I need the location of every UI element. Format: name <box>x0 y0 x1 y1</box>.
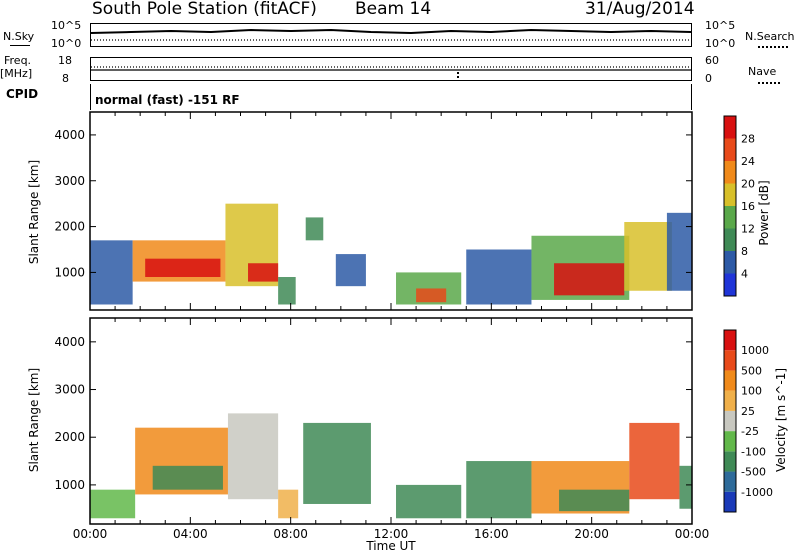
power-ytick-label: 4000 <box>54 128 85 142</box>
freq-trace <box>91 66 691 78</box>
power-colorbar-swatch <box>724 138 736 161</box>
power-echo-region <box>624 222 672 291</box>
power-colorbar-swatch <box>724 251 736 274</box>
power-colorbar-tick-label: 4 <box>741 268 748 281</box>
power-echo-region <box>416 288 447 303</box>
cpid-box <box>90 84 692 110</box>
noise-left-top-tick: 10^5 <box>51 19 82 32</box>
noise-right-bottom-tick: 10^0 <box>705 37 736 50</box>
noise-left-label: N.Sky <box>3 30 35 43</box>
power-colorbar-tick-label: 16 <box>741 200 755 213</box>
freq-right-top-tick: 60 <box>705 54 719 67</box>
power-colorbar-tick-label: 28 <box>741 133 755 146</box>
power-ylabel: Slant Range [km] <box>27 160 41 264</box>
power-colorbar-tick-label: 24 <box>741 155 755 168</box>
power-ytick-label: 3000 <box>54 174 85 188</box>
power-colorbar-tick-label: 20 <box>741 178 755 191</box>
nave-label: Nave <box>748 65 777 78</box>
power-echo-region <box>305 217 324 241</box>
power-colorbar-label: Power [dB] <box>757 180 771 245</box>
freq-label-line2: [MHz] <box>0 67 33 80</box>
power-ytick-label: 1000 <box>54 265 85 279</box>
noise-left-bottom-tick: 10^0 <box>51 37 82 50</box>
noise-panel <box>90 23 692 47</box>
noise-right-label: N.Search <box>745 30 795 43</box>
power-colorbar-frame <box>723 115 737 297</box>
cpid-mode: normal (fast) -151 RF <box>95 93 240 107</box>
power-ytick-label: 2000 <box>54 220 85 234</box>
power-echo-region <box>278 277 296 305</box>
noise-trace <box>91 28 691 41</box>
power-echo-region <box>335 254 366 287</box>
noise-right-legend-dots <box>758 46 788 48</box>
freq-panel <box>90 57 692 81</box>
power-echo-region <box>90 240 133 305</box>
power-colorbar-tick-label: 12 <box>741 223 755 236</box>
freq-left-bottom-tick: 8 <box>62 72 69 85</box>
nave-legend-dots <box>758 82 780 84</box>
freq-label-line1: Freq. <box>4 54 32 67</box>
power-colorbar-swatch <box>724 228 736 251</box>
power-colorbar-tick-label: 8 <box>741 245 748 258</box>
power-colorbar-swatch <box>724 206 736 229</box>
power-echo-region <box>145 258 221 277</box>
power-echo-region <box>466 249 532 305</box>
noise-right-top-tick: 10^5 <box>705 19 736 32</box>
freq-right-bottom-tick: 0 <box>705 72 712 85</box>
power-colorbar-swatch <box>724 273 736 296</box>
freq-left-top-tick: 18 <box>58 54 72 67</box>
noise-left-legend-line <box>10 45 30 46</box>
cpid-label: CPID <box>6 87 39 101</box>
beam-label: Beam 14 <box>355 0 432 19</box>
power-echo-region <box>248 263 279 282</box>
power-colorbar-swatch <box>724 183 736 206</box>
station-title: South Pole Station (fitACF) <box>92 0 317 19</box>
power-colorbar-swatch <box>724 161 736 184</box>
power-echo-region <box>666 212 692 291</box>
power-colorbar-swatch <box>724 116 736 139</box>
date-label: 31/Aug/2014 <box>585 0 695 19</box>
power-echo-region <box>554 263 625 296</box>
